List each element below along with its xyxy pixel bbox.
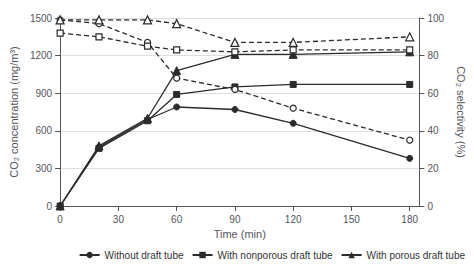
svg-text:CO₂ selectivity (%): CO₂ selectivity (%): [455, 66, 467, 158]
svg-text:150: 150: [343, 214, 360, 225]
svg-text:90: 90: [229, 214, 241, 225]
svg-text:60: 60: [427, 88, 439, 99]
svg-text:0: 0: [47, 201, 53, 212]
svg-text:40: 40: [427, 125, 439, 136]
svg-text:Without draft tube: Without draft tube: [105, 250, 184, 261]
svg-text:With porous draft tube: With porous draft tube: [367, 250, 466, 261]
svg-text:CO₂ concentration (mg/m³): CO₂ concentration (mg/m³): [8, 46, 20, 177]
svg-text:30: 30: [113, 214, 125, 225]
svg-text:Time (min): Time (min): [214, 228, 266, 240]
svg-text:60: 60: [171, 214, 183, 225]
svg-text:0: 0: [57, 214, 63, 225]
svg-text:300: 300: [35, 163, 52, 174]
svg-text:1200: 1200: [30, 50, 53, 61]
svg-text:600: 600: [35, 125, 52, 136]
svg-text:1500: 1500: [30, 13, 53, 24]
svg-text:With nonporous draft tube: With nonporous draft tube: [218, 250, 334, 261]
svg-text:900: 900: [35, 88, 52, 99]
svg-text:180: 180: [401, 214, 418, 225]
svg-text:100: 100: [427, 13, 444, 24]
svg-text:120: 120: [285, 214, 302, 225]
svg-text:80: 80: [427, 50, 439, 61]
svg-text:0: 0: [427, 201, 433, 212]
svg-text:20: 20: [427, 163, 439, 174]
